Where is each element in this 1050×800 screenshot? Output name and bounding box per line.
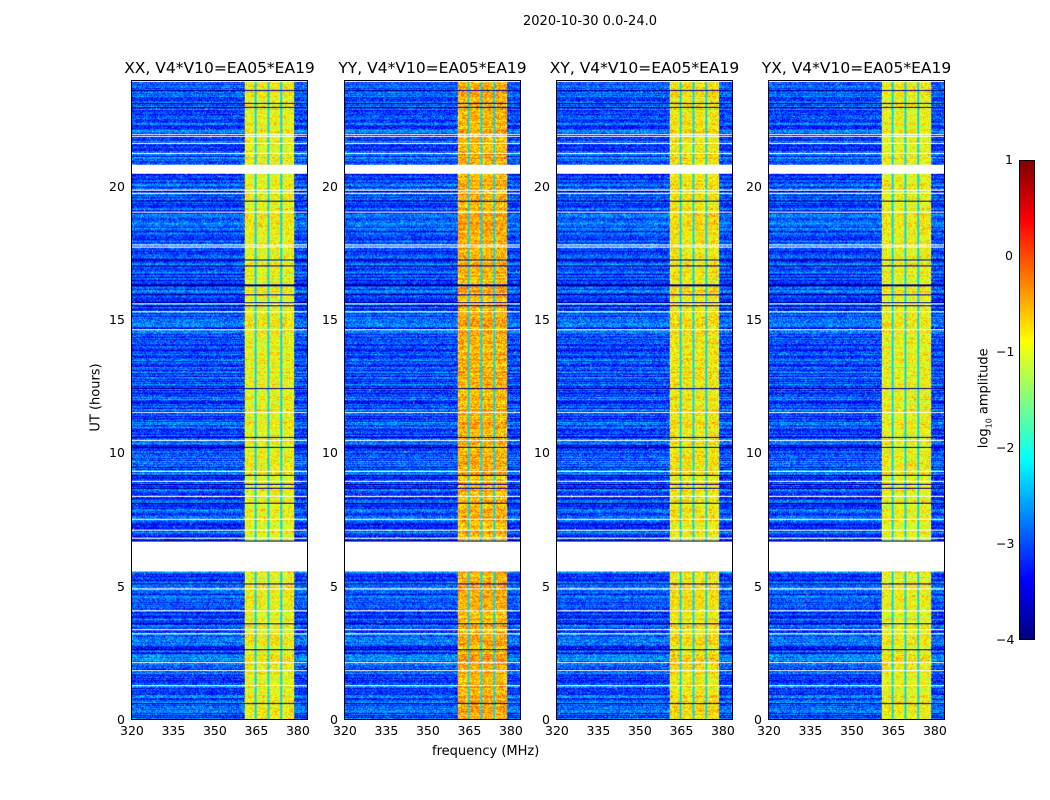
y-tick-label: 20 xyxy=(322,178,338,194)
figure-title: 2020-10-30 0.0-24.0 xyxy=(523,14,657,29)
y-tick-label: 5 xyxy=(330,578,338,594)
x-tick-label: 365 xyxy=(457,723,482,738)
x-tick-label: 320 xyxy=(333,723,357,738)
colorbar-tick-label: −1 xyxy=(996,344,1015,359)
x-tick-label: 365 xyxy=(669,723,694,738)
colorbar xyxy=(1019,160,1035,640)
x-tick-label: 365 xyxy=(881,723,906,738)
panel-title: XX, V4*V10=EA05*EA19 xyxy=(124,59,315,77)
y-tick-label: 5 xyxy=(754,578,762,594)
x-tick-label: 335 xyxy=(374,723,399,738)
y-tick-label: 10 xyxy=(109,445,125,461)
x-axis-label: frequency (MHz) xyxy=(432,744,540,759)
x-tick-label: 350 xyxy=(202,723,227,738)
heatmap-panel-2 xyxy=(556,80,733,720)
panel-title: YY, V4*V10=EA05*EA19 xyxy=(338,59,527,77)
heatmap-panel-1 xyxy=(344,80,521,720)
colorbar-tick-label: 1 xyxy=(1005,152,1013,167)
x-tick-label: 380 xyxy=(922,723,947,738)
y-tick-label: 10 xyxy=(534,445,550,461)
y-tick-label: 0 xyxy=(542,712,550,727)
x-tick-label: 320 xyxy=(545,723,569,738)
x-tick-label: 320 xyxy=(120,723,144,738)
x-tick-label: 350 xyxy=(415,723,440,738)
panel-title: XY, V4*V10=EA05*EA19 xyxy=(549,59,740,77)
x-tick-label: 335 xyxy=(161,723,186,738)
x-tick-label: 320 xyxy=(757,723,781,738)
colorbar-tick-label: −4 xyxy=(996,632,1015,647)
colorbar-tick-label: −3 xyxy=(996,536,1015,551)
panel-title: YX, V4*V10=EA05*EA19 xyxy=(761,59,952,77)
heatmap-panel-3 xyxy=(768,80,945,720)
colorbar-label: log10 amplitude xyxy=(976,348,994,449)
y-tick-label: 15 xyxy=(109,312,125,327)
x-tick-label: 350 xyxy=(627,723,652,738)
x-tick-label: 335 xyxy=(798,723,823,738)
y-tick-label: 5 xyxy=(117,578,125,594)
colorbar-tick-label: −2 xyxy=(996,440,1015,455)
y-tick-label: 10 xyxy=(746,445,762,461)
x-tick-label: 350 xyxy=(839,723,864,738)
y-tick-label: 20 xyxy=(109,178,125,194)
y-tick-label: 15 xyxy=(322,312,338,327)
y-tick-label: 5 xyxy=(542,578,550,594)
x-tick-label: 335 xyxy=(586,723,611,738)
x-tick-label: 365 xyxy=(244,723,269,738)
x-tick-label: 380 xyxy=(498,723,523,738)
y-tick-label: 0 xyxy=(117,712,125,727)
y-tick-label: 0 xyxy=(754,712,762,727)
x-tick-label: 380 xyxy=(285,723,310,738)
y-tick-label: 15 xyxy=(746,312,762,327)
y-tick-label: 0 xyxy=(330,712,338,727)
y-axis-label: UT (hours) xyxy=(88,363,104,432)
y-tick-label: 20 xyxy=(534,178,550,194)
heatmap-panel-0 xyxy=(131,80,308,720)
colorbar-tick-label: 0 xyxy=(1005,248,1013,263)
y-tick-label: 15 xyxy=(534,312,550,327)
x-tick-label: 380 xyxy=(710,723,735,738)
y-tick-label: 20 xyxy=(746,178,762,194)
y-tick-label: 10 xyxy=(322,445,338,461)
